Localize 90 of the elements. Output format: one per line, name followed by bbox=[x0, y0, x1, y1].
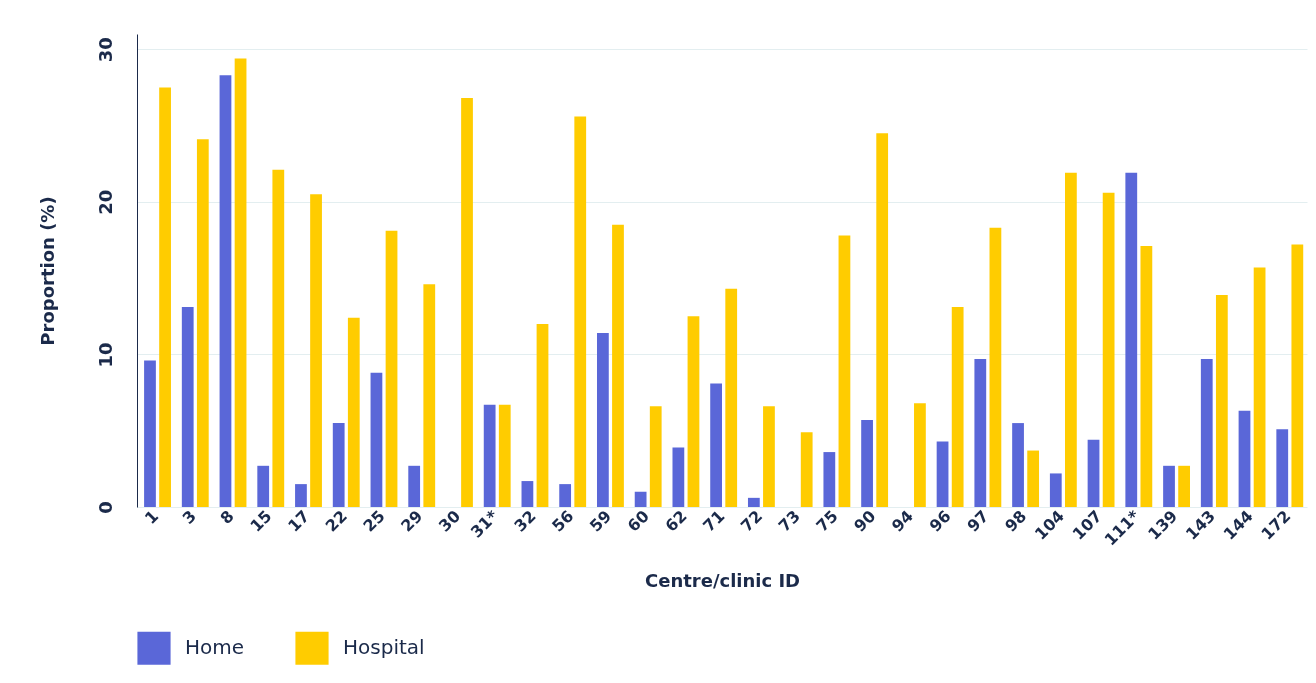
bar bbox=[725, 288, 738, 507]
bar bbox=[612, 224, 624, 507]
bar bbox=[257, 465, 270, 507]
bar bbox=[370, 372, 383, 507]
x-tick-label: 17 bbox=[284, 506, 314, 536]
bar bbox=[649, 406, 662, 507]
bar bbox=[747, 497, 760, 507]
bar bbox=[876, 133, 889, 507]
bar bbox=[498, 404, 511, 507]
x-tick-label: 62 bbox=[661, 506, 691, 536]
bar bbox=[1012, 423, 1024, 507]
y-axis-title: Proportion (%) bbox=[36, 196, 58, 346]
bar bbox=[597, 333, 609, 507]
bar bbox=[295, 484, 307, 507]
bar bbox=[1065, 172, 1077, 507]
bar bbox=[838, 235, 851, 507]
bar bbox=[574, 116, 587, 507]
bar bbox=[634, 491, 647, 507]
bar bbox=[1140, 246, 1153, 507]
bar bbox=[1200, 359, 1213, 507]
x-tick-label: 29 bbox=[397, 506, 427, 536]
bar bbox=[974, 359, 987, 507]
bar bbox=[1253, 267, 1266, 507]
bar bbox=[672, 447, 685, 507]
x-tick-label: 8 bbox=[216, 506, 238, 528]
bar bbox=[408, 465, 421, 507]
bar bbox=[1276, 429, 1289, 507]
x-tick-label: 72 bbox=[736, 506, 767, 536]
y-tick-label: 10 bbox=[94, 342, 116, 368]
y-tick-label: 0 bbox=[94, 501, 116, 514]
bar bbox=[1087, 439, 1100, 507]
bar bbox=[272, 169, 285, 507]
x-tick-label: 30 bbox=[434, 506, 465, 536]
bar bbox=[234, 58, 247, 507]
bar bbox=[559, 484, 572, 507]
bar bbox=[521, 481, 534, 507]
bar bbox=[347, 317, 360, 507]
x-tick-label: 60 bbox=[623, 506, 653, 536]
bar bbox=[1102, 192, 1115, 507]
bar bbox=[989, 227, 1002, 507]
x-tick-label: 59 bbox=[585, 506, 616, 536]
bar bbox=[1163, 465, 1175, 507]
bar bbox=[219, 75, 232, 507]
bar bbox=[385, 230, 398, 507]
bar bbox=[144, 360, 156, 507]
x-tick-label: 96 bbox=[925, 506, 955, 536]
bar bbox=[423, 284, 436, 507]
bar bbox=[1215, 294, 1228, 507]
bar bbox=[461, 98, 473, 507]
bar bbox=[1238, 410, 1251, 507]
y-tick-label: 30 bbox=[94, 37, 116, 63]
bar bbox=[1291, 244, 1304, 507]
bar bbox=[310, 194, 322, 507]
bar bbox=[687, 316, 700, 507]
bar bbox=[181, 307, 194, 507]
bar bbox=[1027, 450, 1040, 507]
bar bbox=[861, 420, 873, 507]
bar bbox=[1125, 172, 1138, 507]
bar bbox=[536, 323, 549, 507]
x-tick-label: 90 bbox=[850, 506, 880, 536]
bar bbox=[951, 307, 964, 507]
x-tick-label: 22 bbox=[321, 506, 351, 536]
x-tick-label: 75 bbox=[812, 506, 842, 536]
bar bbox=[1178, 465, 1190, 507]
x-tick-label: 25 bbox=[359, 506, 389, 536]
bar bbox=[1049, 473, 1062, 507]
x-tick-label: 98 bbox=[1001, 506, 1031, 536]
bar bbox=[196, 139, 209, 507]
x-tick-label: 15 bbox=[246, 506, 276, 536]
x-axis-title: Centre/clinic ID bbox=[644, 569, 801, 591]
x-tick-label: 73 bbox=[774, 506, 804, 536]
x-tick-label: 97 bbox=[963, 506, 993, 536]
y-tick-label: 20 bbox=[94, 189, 116, 215]
bar bbox=[800, 432, 813, 507]
bar bbox=[159, 87, 171, 507]
legend-label: Hospital bbox=[343, 635, 425, 660]
legend-label: Home bbox=[185, 635, 245, 660]
x-tick-label: 1 bbox=[140, 506, 163, 528]
bar bbox=[710, 383, 722, 507]
x-tick-label: 32 bbox=[510, 506, 540, 536]
bar bbox=[936, 441, 949, 507]
bar bbox=[763, 406, 775, 507]
x-tick-label: 94 bbox=[887, 506, 918, 536]
bar bbox=[483, 404, 496, 507]
x-tick-label: 56 bbox=[548, 506, 578, 536]
bar bbox=[823, 452, 836, 507]
x-tick-label: 71 bbox=[699, 506, 729, 536]
bar bbox=[332, 423, 345, 507]
x-tick-label: 3 bbox=[178, 506, 200, 528]
bar bbox=[914, 403, 926, 507]
